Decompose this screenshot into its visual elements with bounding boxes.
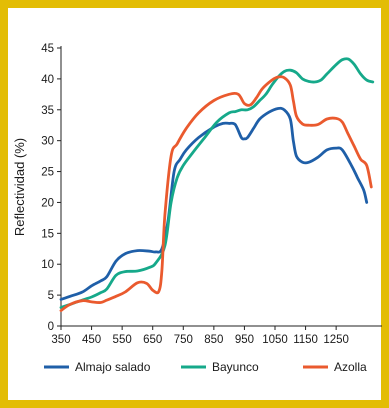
y-tick-label: 30 [41,136,54,148]
series-line-almajo-salado [59,106,369,301]
x-tick-label: 850 [204,334,223,346]
series-line-bayunco [59,57,375,309]
x-tick-label: 750 [174,334,193,346]
x-tick-label: 1250 [323,334,349,346]
legend-label-azolla: Azolla [334,360,367,374]
x-tick-label: 650 [143,334,162,346]
y-tick-label: 0 [48,321,54,333]
legend-label-bayunco: Bayunco [212,360,259,374]
y-axis-label: Reflectividad (%) [12,138,27,236]
axes: 0 5 10 15 20 25 30 35 40 45 350 450 550 650 750 850 950 1… [41,43,382,346]
y-tick-label: 25 [41,167,54,179]
x-tick-label: 350 [51,334,70,346]
x-tick-label: 450 [82,334,101,346]
y-tick-label: 35 [41,105,54,117]
y-tick-label: 45 [41,43,54,55]
x-tick-label: 950 [235,334,254,346]
legend-label-almajo-salado: Almajo salado [75,360,151,374]
x-tick-label: 1050 [262,334,288,346]
y-tick-label: 20 [41,197,54,209]
y-tick-label: 5 [48,290,54,302]
y-tick-label: 10 [41,259,54,271]
series-lines [59,57,375,312]
x-tick-label: 550 [113,334,132,346]
y-tick-label: 40 [41,74,54,86]
y-tick-label: 15 [41,228,54,240]
legend: Almajo salado Bayunco Azolla [44,360,367,374]
x-tick-label: 1150 [293,334,318,346]
series-line-azolla [59,75,373,312]
